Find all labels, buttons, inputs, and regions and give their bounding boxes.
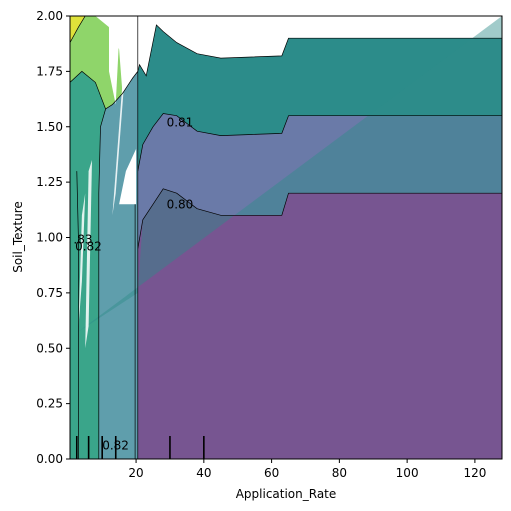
contour-region-level-3	[137, 24, 502, 172]
y-tick-label: 1.25	[36, 175, 63, 189]
contour-gap	[119, 144, 137, 205]
rug-ticks	[75, 436, 205, 459]
x-tick-label: 100	[396, 466, 419, 480]
contour-sliver	[112, 60, 126, 216]
contour-region-level-1	[137, 188, 502, 459]
y-tick-label: 0.00	[36, 452, 63, 466]
contour-region-level-4	[98, 71, 138, 459]
contour-line	[76, 171, 79, 459]
contour-line	[70, 16, 86, 43]
y-tick-label: 1.50	[36, 120, 63, 134]
x-tick-label: 120	[463, 466, 486, 480]
y-tick-label: 2.00	[36, 9, 63, 23]
contour-label: 0.81	[167, 115, 194, 129]
x-axis-label: Application_Rate	[236, 487, 337, 501]
contour-line-layer	[70, 16, 502, 459]
y-axis-label: Soil_Texture	[11, 201, 25, 273]
contour-gap	[149, 16, 502, 59]
contour-line	[137, 113, 502, 172]
contour-gap	[137, 16, 150, 76]
y-tick-label: 0.75	[36, 286, 63, 300]
contour-label: .83	[73, 233, 92, 247]
x-tick-label: 40	[196, 466, 211, 480]
contour-label: 0.82	[102, 439, 129, 453]
contour-sliver	[78, 193, 86, 327]
contour-label: 0.80	[167, 197, 194, 211]
contour-line	[70, 70, 106, 110]
y-tick-label: 1.00	[36, 231, 63, 245]
contour-region-level-7	[70, 16, 86, 43]
contour-line	[98, 71, 139, 459]
contour-line	[137, 188, 502, 249]
contour-label: 0.82	[75, 239, 102, 253]
overlay-triangle	[76, 16, 502, 333]
y-tick-label: 0.25	[36, 397, 63, 411]
contour-fill-layer	[70, 16, 502, 459]
y-tick-label: 1.75	[36, 64, 63, 78]
x-axis: 20 40 60 80 100 120	[128, 459, 486, 480]
contour-sliver	[85, 160, 92, 349]
x-tick-label: 60	[264, 466, 279, 480]
contour-gap	[109, 16, 120, 105]
contour-region-level-2	[137, 113, 502, 249]
contour-labels: 0.810.800.82.830.82	[73, 115, 193, 452]
contour-line	[137, 24, 502, 77]
y-axis: 0.00 0.25 0.50 0.75 1.00 1.25 1.50 1.75 2.00	[36, 9, 70, 466]
x-tick-label: 80	[332, 466, 347, 480]
contour-sliver	[129, 16, 138, 83]
y-tick-label: 0.50	[36, 341, 63, 355]
x-tick-label: 20	[128, 466, 143, 480]
